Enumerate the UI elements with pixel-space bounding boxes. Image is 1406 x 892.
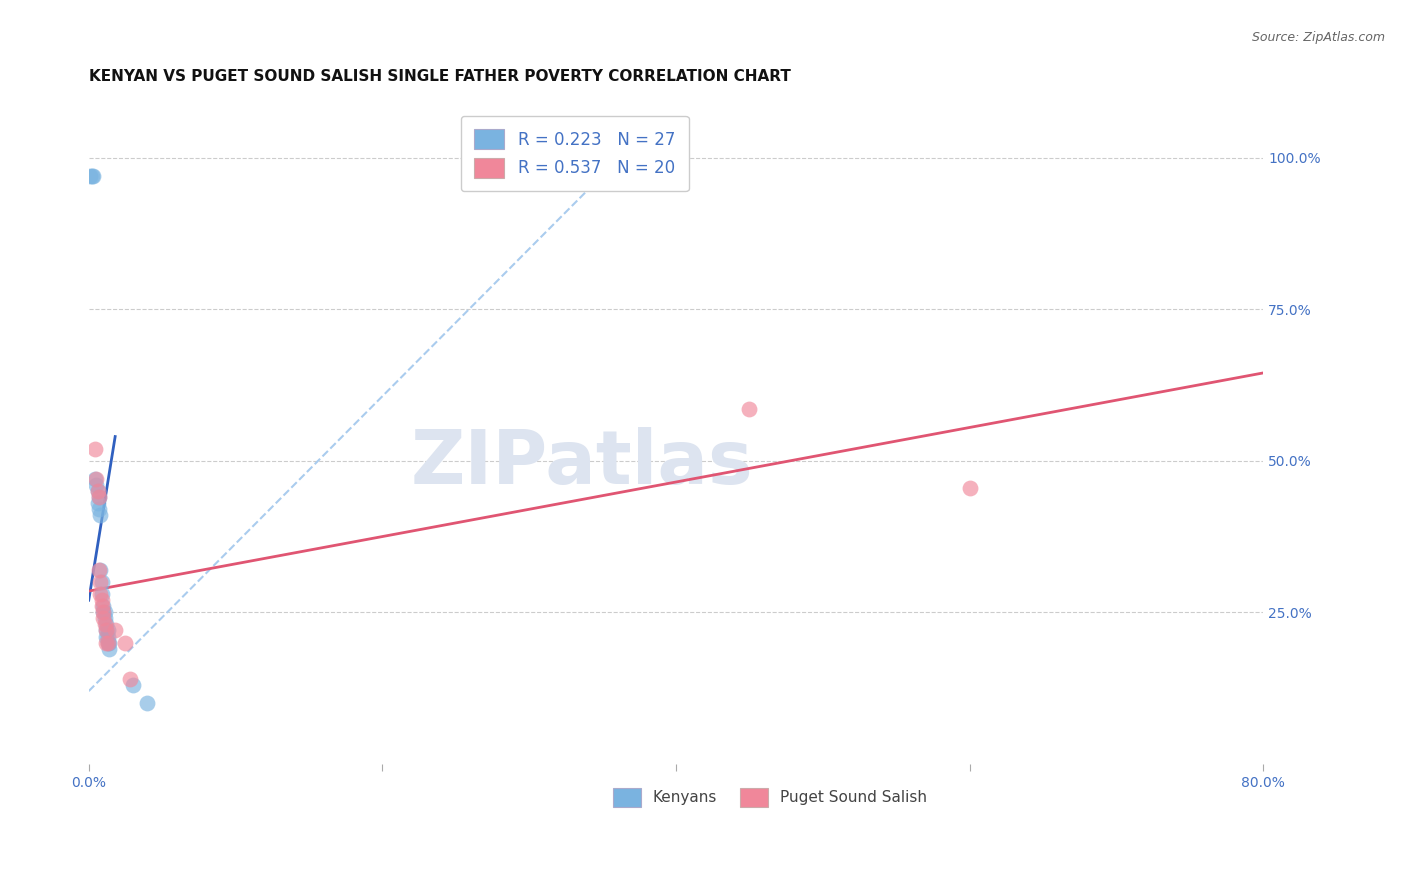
Point [97, 635, 120, 649]
Point [89, 563, 111, 577]
Point [84, 472, 107, 486]
Point [738, 402, 761, 417]
Point [93, 599, 115, 614]
Point [87, 563, 110, 577]
Point [89, 574, 111, 589]
Point [91, 587, 114, 601]
Point [79, 169, 101, 183]
Point [97, 624, 120, 638]
Point [97, 635, 120, 649]
Point [89, 587, 111, 601]
Point [89, 508, 111, 523]
Point [91, 593, 114, 607]
Point [87, 490, 110, 504]
Point [94, 605, 117, 619]
Point [93, 605, 115, 619]
Point [86, 484, 108, 499]
Point [96, 635, 118, 649]
Point [96, 630, 118, 644]
Point [84, 478, 107, 492]
Point [114, 635, 136, 649]
Point [86, 484, 108, 499]
Point [82, 169, 104, 183]
Point [96, 624, 118, 638]
Point [96, 617, 118, 632]
Point [80, 169, 103, 183]
Point [94, 617, 117, 632]
Text: KENYAN VS PUGET SOUND SALISH SINGLE FATHER POVERTY CORRELATION CHART: KENYAN VS PUGET SOUND SALISH SINGLE FATH… [89, 69, 790, 84]
Point [87, 490, 110, 504]
Point [86, 496, 108, 510]
Point [91, 574, 114, 589]
Text: Source: ZipAtlas.com: Source: ZipAtlas.com [1251, 31, 1385, 45]
Point [83, 442, 105, 456]
Point [104, 624, 127, 638]
Point [97, 630, 120, 644]
Point [136, 696, 159, 710]
Text: ZIPatlas: ZIPatlas [411, 427, 754, 500]
Point [93, 611, 115, 625]
Point [96, 624, 118, 638]
Point [118, 672, 141, 686]
Point [98, 641, 121, 656]
Legend: Kenyans, Puget Sound Salish: Kenyans, Puget Sound Salish [607, 782, 934, 813]
Point [98, 635, 121, 649]
Point [94, 611, 117, 625]
Point [93, 605, 115, 619]
Point [87, 502, 110, 516]
Point [83, 472, 105, 486]
Point [121, 678, 143, 692]
Point [959, 481, 981, 495]
Point [91, 599, 114, 614]
